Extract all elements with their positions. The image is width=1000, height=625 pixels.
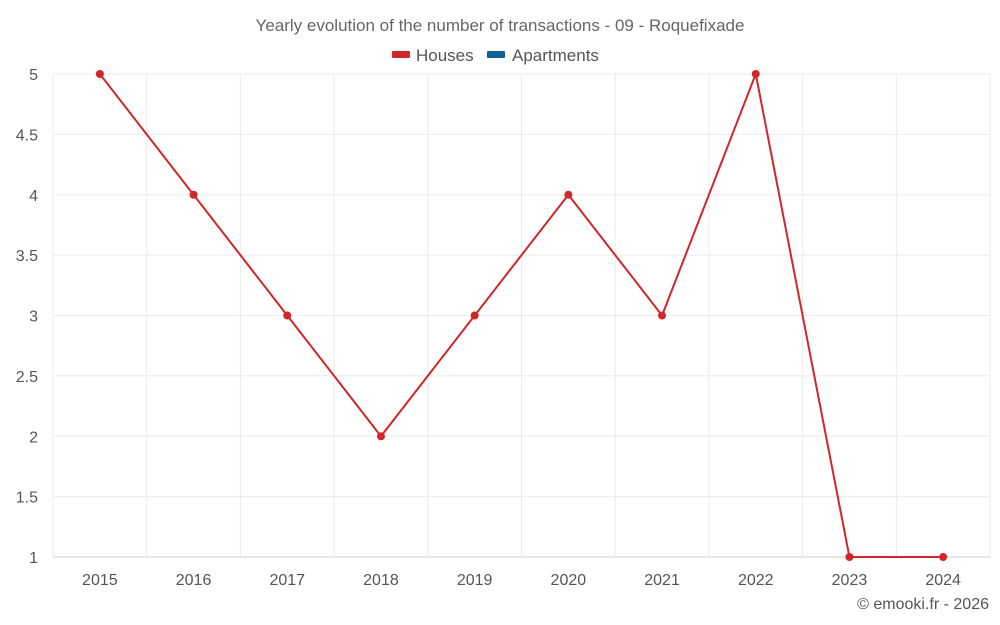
data-point-houses[interactable] xyxy=(845,553,854,561)
y-tick-label: 2 xyxy=(29,429,38,446)
data-point-houses[interactable] xyxy=(376,432,385,441)
data-point-houses[interactable] xyxy=(95,70,104,78)
y-tick-label: 3.5 xyxy=(16,248,38,265)
legend: Houses Apartments xyxy=(392,46,599,65)
data-point-houses[interactable] xyxy=(189,190,198,199)
data-point-houses[interactable] xyxy=(939,553,948,561)
x-tick-label: 2015 xyxy=(82,572,118,589)
x-tick-label: 2024 xyxy=(925,572,961,589)
y-tick-label: 4 xyxy=(29,188,38,205)
x-tick-label: 2022 xyxy=(738,572,774,589)
data-point-houses[interactable] xyxy=(751,70,760,78)
legend-label-houses: Houses xyxy=(416,46,474,65)
data-point-houses[interactable] xyxy=(470,311,479,320)
series-layer xyxy=(95,70,948,561)
data-point-houses[interactable] xyxy=(658,311,667,320)
credit-text: © emooki.fr - 2026 xyxy=(857,596,989,613)
y-axis-ticks: 1 1.5 2 2.5 3 3.5 4 4.5 5 xyxy=(16,67,38,567)
y-tick-label: 1.5 xyxy=(16,490,38,507)
x-axis-ticks: 2015 2016 2017 2018 2019 2020 2021 2022 2023 2024 xyxy=(82,572,961,589)
x-tick-label: 2021 xyxy=(644,572,680,589)
grid xyxy=(52,73,991,558)
chart-title: Yearly evolution of the number of transa… xyxy=(256,16,745,35)
legend-swatch-apartments xyxy=(487,51,505,58)
x-tick-label: 2016 xyxy=(176,572,212,589)
y-tick-label: 3 xyxy=(29,309,38,326)
data-point-houses[interactable] xyxy=(283,311,292,320)
x-tick-label: 2019 xyxy=(457,572,493,589)
data-point-houses[interactable] xyxy=(564,190,573,199)
legend-swatch-houses xyxy=(392,51,410,58)
series-line-houses xyxy=(99,70,944,558)
y-tick-label: 4.5 xyxy=(16,127,38,144)
x-tick-label: 2023 xyxy=(832,572,868,589)
legend-item-apartments[interactable]: Apartments xyxy=(487,46,599,65)
y-tick-label: 5 xyxy=(29,67,38,84)
legend-item-houses[interactable]: Houses xyxy=(392,46,474,65)
x-tick-label: 2018 xyxy=(363,572,399,589)
legend-label-apartments: Apartments xyxy=(512,46,599,65)
y-tick-label: 2.5 xyxy=(16,369,38,386)
y-tick-label: 1 xyxy=(29,550,38,567)
x-tick-label: 2020 xyxy=(551,572,587,589)
x-tick-label: 2017 xyxy=(269,572,305,589)
